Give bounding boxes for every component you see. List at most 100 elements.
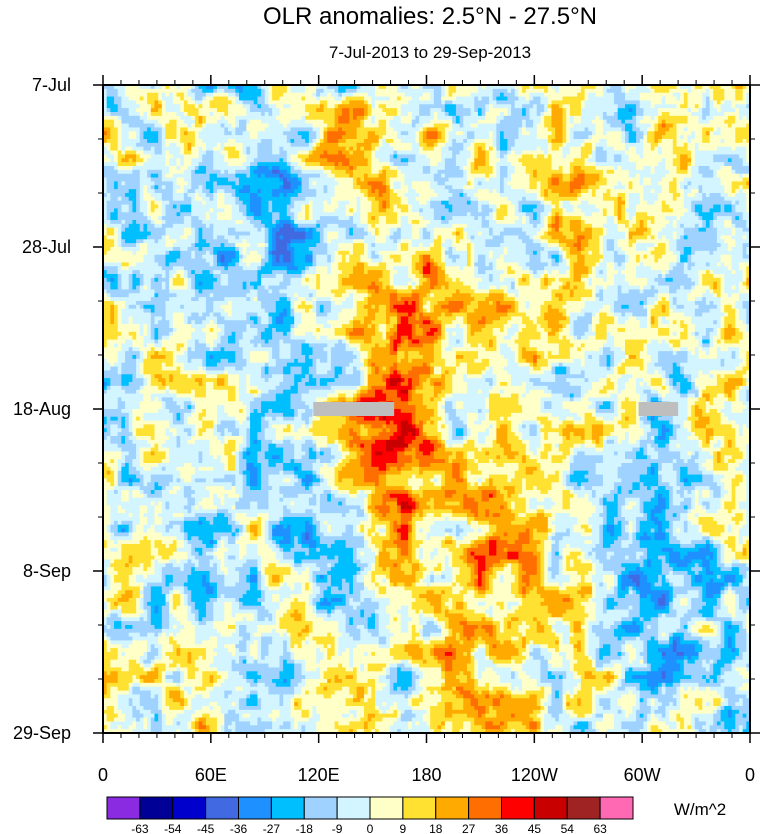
heatmap-cell: [739, 97, 743, 101]
heatmap-cell: [151, 120, 155, 124]
heatmap-cell: [125, 89, 129, 93]
heatmap-cell: [460, 89, 464, 93]
heatmap-cell: [460, 112, 464, 116]
heatmap-cell: [636, 100, 640, 104]
heatmap-cell: [688, 97, 692, 101]
heatmap-cell: [526, 108, 530, 112]
heatmap-cell: [658, 108, 662, 112]
heatmap-cell: [158, 112, 162, 116]
heatmap-cell: [261, 93, 265, 97]
heatmap-cell: [537, 112, 541, 116]
heatmap-cell: [529, 108, 533, 112]
heatmap-cell: [294, 89, 298, 93]
heatmap-cell: [621, 108, 625, 112]
heatmap-cell: [533, 100, 537, 104]
heatmap-cell: [702, 100, 706, 104]
heatmap-cell: [408, 104, 412, 108]
heatmap-cell: [529, 97, 533, 101]
heatmap-cell: [592, 100, 596, 104]
heatmap-cell: [515, 89, 519, 93]
heatmap-cell: [143, 100, 147, 104]
heatmap-cell: [173, 116, 177, 120]
heatmap-cell: [165, 104, 169, 108]
heatmap-cell: [239, 100, 243, 104]
heatmap-cell: [287, 112, 291, 116]
heatmap-cell: [537, 108, 541, 112]
heatmap-cell: [298, 104, 302, 108]
heatmap-cell: [143, 104, 147, 108]
heatmap-cell: [599, 104, 603, 108]
heatmap-cell: [680, 108, 684, 112]
heatmap-cell: [721, 100, 725, 104]
heatmap-cell: [654, 112, 658, 116]
heatmap-cell: [632, 89, 636, 93]
heatmap-cell: [614, 112, 618, 116]
heatmap-cell: [478, 89, 482, 93]
heatmap-cell: [184, 104, 188, 108]
heatmap-cell: [551, 93, 555, 97]
heatmap-cell: [706, 104, 710, 108]
heatmap-cell: [346, 112, 350, 116]
heatmap-cell: [250, 93, 254, 97]
heatmap-cell: [489, 97, 493, 101]
heatmap-cell: [732, 97, 736, 101]
heatmap-cell: [151, 93, 155, 97]
heatmap-cell: [702, 116, 706, 120]
heatmap-cell: [250, 89, 254, 93]
heatmap-cell: [188, 89, 192, 93]
heatmap-cell: [397, 89, 401, 93]
heatmap-cell: [651, 112, 655, 116]
heatmap-cell: [224, 93, 228, 97]
heatmap-cell: [423, 108, 427, 112]
heatmap-cell: [434, 108, 438, 112]
heatmap-cell: [147, 112, 151, 116]
heatmap-cell: [724, 116, 728, 120]
heatmap-cell: [217, 100, 221, 104]
heatmap-cell: [213, 104, 217, 108]
heatmap-cell: [474, 97, 478, 101]
heatmap-cell: [210, 100, 214, 104]
heatmap-cell: [349, 116, 353, 120]
heatmap-cell: [371, 93, 375, 97]
heatmap-cell: [290, 93, 294, 97]
heatmap-cell: [739, 112, 743, 116]
heatmap-cell: [393, 112, 397, 116]
heatmap-cell: [721, 108, 725, 112]
heatmap-cell: [684, 100, 688, 104]
heatmap-cell: [471, 97, 475, 101]
heatmap-cell: [515, 97, 519, 101]
heatmap-cell: [618, 108, 622, 112]
heatmap-cell: [581, 97, 585, 101]
heatmap-cell: [474, 108, 478, 112]
heatmap-cell: [206, 116, 210, 120]
heatmap-cell: [676, 100, 680, 104]
heatmap-cell: [132, 116, 136, 120]
heatmap-cell: [548, 100, 552, 104]
heatmap-cell: [125, 120, 129, 124]
heatmap-cell: [346, 97, 350, 101]
heatmap-cell: [331, 89, 335, 93]
heatmap-cell: [206, 108, 210, 112]
heatmap-cell: [574, 89, 578, 93]
heatmap-cell: [489, 112, 493, 116]
heatmap-cell: [430, 97, 434, 101]
heatmap-cell: [732, 104, 736, 108]
heatmap-cell: [743, 89, 747, 93]
heatmap-cell: [235, 116, 239, 120]
heatmap-cell: [419, 97, 423, 101]
heatmap-cell: [555, 89, 559, 93]
heatmap-cell: [629, 112, 633, 116]
heatmap-cell: [566, 116, 570, 120]
heatmap-cell: [272, 112, 276, 116]
heatmap-cell: [129, 100, 133, 104]
heatmap-cell: [213, 89, 217, 93]
heatmap-cell: [460, 116, 464, 120]
heatmap-cell: [305, 89, 309, 93]
heatmap-cell: [548, 104, 552, 108]
heatmap-cell: [482, 100, 486, 104]
heatmap-cell: [375, 104, 379, 108]
heatmap-cell: [195, 112, 199, 116]
heatmap-cell: [706, 89, 710, 93]
heatmap-cell: [676, 93, 680, 97]
heatmap-cell: [724, 100, 728, 104]
